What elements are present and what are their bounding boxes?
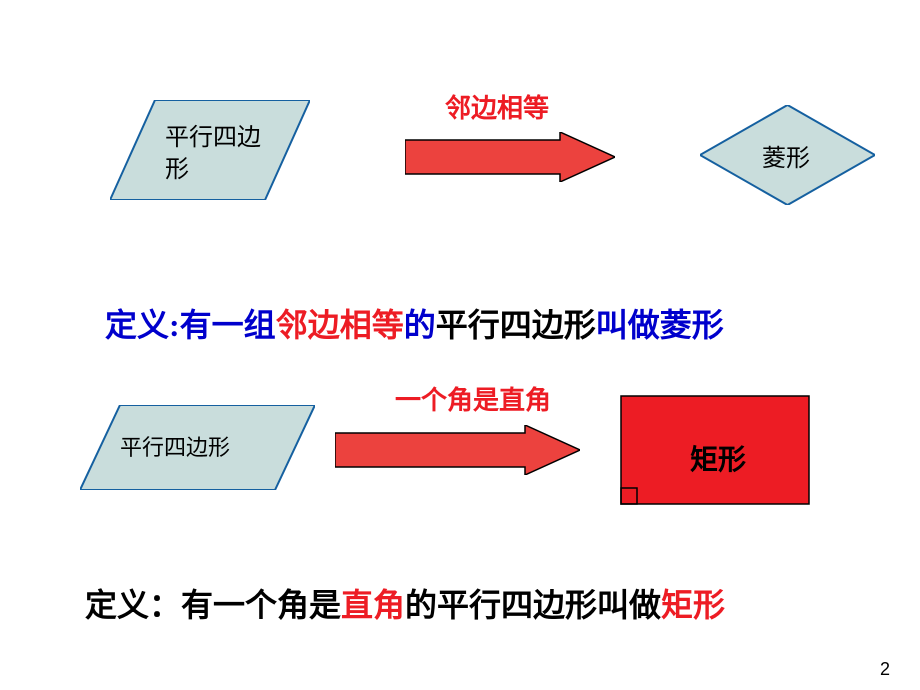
rhombus-label: 菱形 [762, 138, 810, 173]
arrow-2 [335, 425, 580, 475]
def1-p3: 邻边相等 [276, 307, 404, 343]
def2-p4: 矩形 [661, 587, 725, 623]
section-rectangle: 平行四边形 一个角是直角 矩形 [0, 380, 920, 530]
arrow-1 [405, 132, 615, 182]
page-number: 2 [880, 659, 890, 680]
parallelogram-1-label: 平行四边形 [165, 122, 285, 187]
def1-p2: 有一组 [180, 307, 276, 343]
def1-p1: 定义: [105, 307, 180, 343]
para1-line1: 平行四边形 [165, 125, 261, 183]
def2-p3: 的平行四边形叫做 [405, 587, 661, 623]
def1-p6: 叫做菱形 [596, 307, 724, 343]
def2-p1: 定义：有一个角是 [85, 587, 341, 623]
def1-p5: 平行四边形 [436, 307, 596, 343]
arrow-2-label: 一个角是直角 [395, 380, 551, 417]
definition-rhombus: 定义:有一组邻边相等的平行四边形叫做菱形 [105, 300, 724, 346]
def2-p2: 直角 [341, 587, 405, 623]
definition-rectangle: 定义：有一个角是直角的平行四边形叫做矩形 [85, 580, 725, 626]
parallelogram-2-label: 平行四边形 [120, 430, 230, 462]
def1-p4: 的 [404, 307, 436, 343]
section-rhombus: 平行四边形 邻边相等 菱形 [0, 80, 920, 230]
rectangle-label: 矩形 [690, 438, 746, 478]
arrow-1-label: 邻边相等 [445, 88, 549, 125]
